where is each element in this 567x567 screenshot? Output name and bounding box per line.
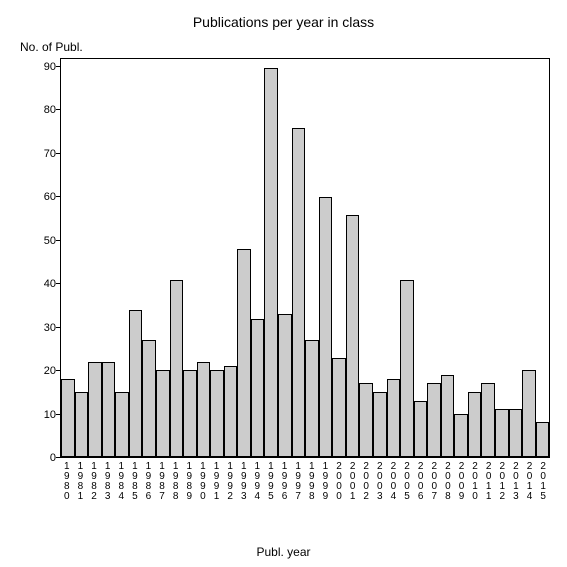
x-tick-label: 1981 [74,462,88,502]
bar [292,128,306,457]
x-tick-label: 2003 [373,462,387,502]
y-ticks: 0102030405060708090 [0,58,60,458]
bar [129,310,143,457]
bar [454,414,468,457]
x-tick-label: 2005 [400,462,414,502]
x-tick-label: 2008 [441,462,455,502]
bar [400,280,414,457]
y-tick-label: 20 [6,365,56,377]
x-tick-label: 2000 [332,462,346,502]
x-tick-label: 1995 [264,462,278,502]
bar [183,370,197,457]
y-tick-label: 0 [6,452,56,464]
x-tick-label: 1987 [155,462,169,502]
x-tick-label: 1990 [196,462,210,502]
bar [305,340,319,457]
bar [346,215,360,457]
x-tick-label: 2006 [414,462,428,502]
x-tick-label: 1997 [291,462,305,502]
x-tick-label: 1989 [182,462,196,502]
bar [414,401,428,457]
plot-area [60,58,550,458]
x-tick-label: 2002 [359,462,373,502]
x-tick-label: 2001 [346,462,360,502]
bar [88,362,102,457]
x-tick-label: 2015 [536,462,550,502]
bar [224,366,238,457]
x-tick-label: 1988 [169,462,183,502]
bar [468,392,482,457]
x-tick-label: 1993 [237,462,251,502]
x-tick-label: 2013 [509,462,523,502]
x-axis-title: Publ. year [0,545,567,559]
bar [102,362,116,457]
x-tick-label: 2009 [455,462,469,502]
x-tick-label: 2011 [482,462,496,502]
bar [536,422,550,457]
bar [495,409,509,457]
bar [156,370,170,457]
bar [115,392,129,457]
y-tick-label: 70 [6,148,56,160]
bar [237,249,251,457]
bar [481,383,495,457]
x-tick-label: 1983 [101,462,115,502]
bar [359,383,373,457]
x-tick-label: 2004 [387,462,401,502]
bar [197,362,211,457]
x-tick-label: 2014 [523,462,537,502]
bar [210,370,224,457]
x-tick-label: 2007 [427,462,441,502]
x-tick-label: 1999 [319,462,333,502]
x-tick-label: 1982 [87,462,101,502]
x-tick-label: 1986 [142,462,156,502]
x-tick-label: 1980 [60,462,74,502]
bar [264,68,278,457]
x-tick-label: 1991 [210,462,224,502]
y-tick-label: 30 [6,322,56,334]
bar [387,379,401,457]
x-tick-label: 1996 [278,462,292,502]
y-tick-label: 80 [6,104,56,116]
x-tick-label: 1985 [128,462,142,502]
y-tick-label: 40 [6,278,56,290]
y-tick-label: 50 [6,235,56,247]
y-tick-label: 60 [6,191,56,203]
bar [61,379,75,457]
chart-title: Publications per year in class [0,14,567,30]
chart-container: Publications per year in class No. of Pu… [0,0,567,567]
bar [441,375,455,457]
bar [522,370,536,457]
bar [373,392,387,457]
x-tick-label: 1994 [251,462,265,502]
x-tick-label: 1984 [114,462,128,502]
y-tick-label: 10 [6,409,56,421]
x-tick-label: 2010 [468,462,482,502]
x-tick-label: 1992 [223,462,237,502]
bar [509,409,523,457]
bar [319,197,333,457]
bar [170,280,184,457]
bar [142,340,156,457]
bar [278,314,292,457]
x-tick-label: 2012 [496,462,510,502]
bar [75,392,89,457]
bar [332,358,346,458]
bar [427,383,441,457]
bars-group [61,59,549,457]
y-tick-label: 90 [6,61,56,73]
x-labels: 1980198119821983198419851986198719881989… [60,462,550,502]
x-tick-label: 1998 [305,462,319,502]
y-axis-title: No. of Publ. [20,40,83,54]
bar [251,319,265,457]
